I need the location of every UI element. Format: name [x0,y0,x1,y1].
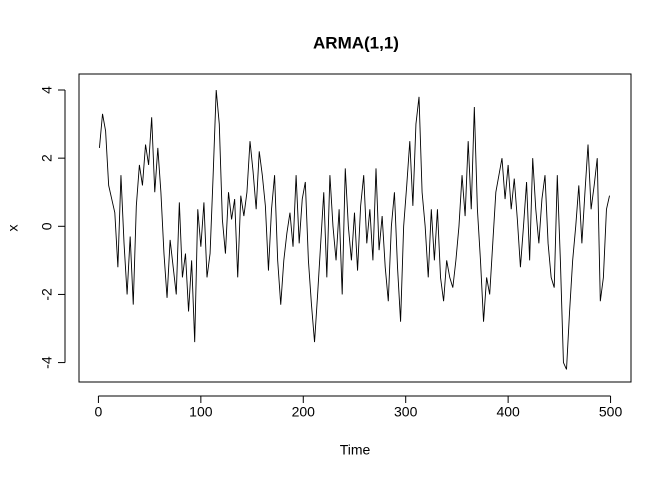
x-tick-label: 300 [394,404,418,420]
series-line [98,89,610,370]
x-tick-label: 0 [95,404,103,420]
y-tick-label: 0 [39,222,55,230]
x-axis-label: Time [340,442,371,458]
x-tick-label: 200 [292,404,316,420]
chart-title: ARMA(1,1) [313,33,399,52]
y-tick-label: 4 [39,86,55,94]
y-tick-label: 2 [39,154,55,162]
y-tick-label: -4 [39,356,55,369]
x-tick-label: 400 [496,404,520,420]
x-tick-label: 100 [189,404,213,420]
y-tick-label: -2 [39,288,55,301]
plot-frame [78,73,632,383]
y-axis-label: x [5,225,21,232]
x-tick-label: 500 [599,404,623,420]
